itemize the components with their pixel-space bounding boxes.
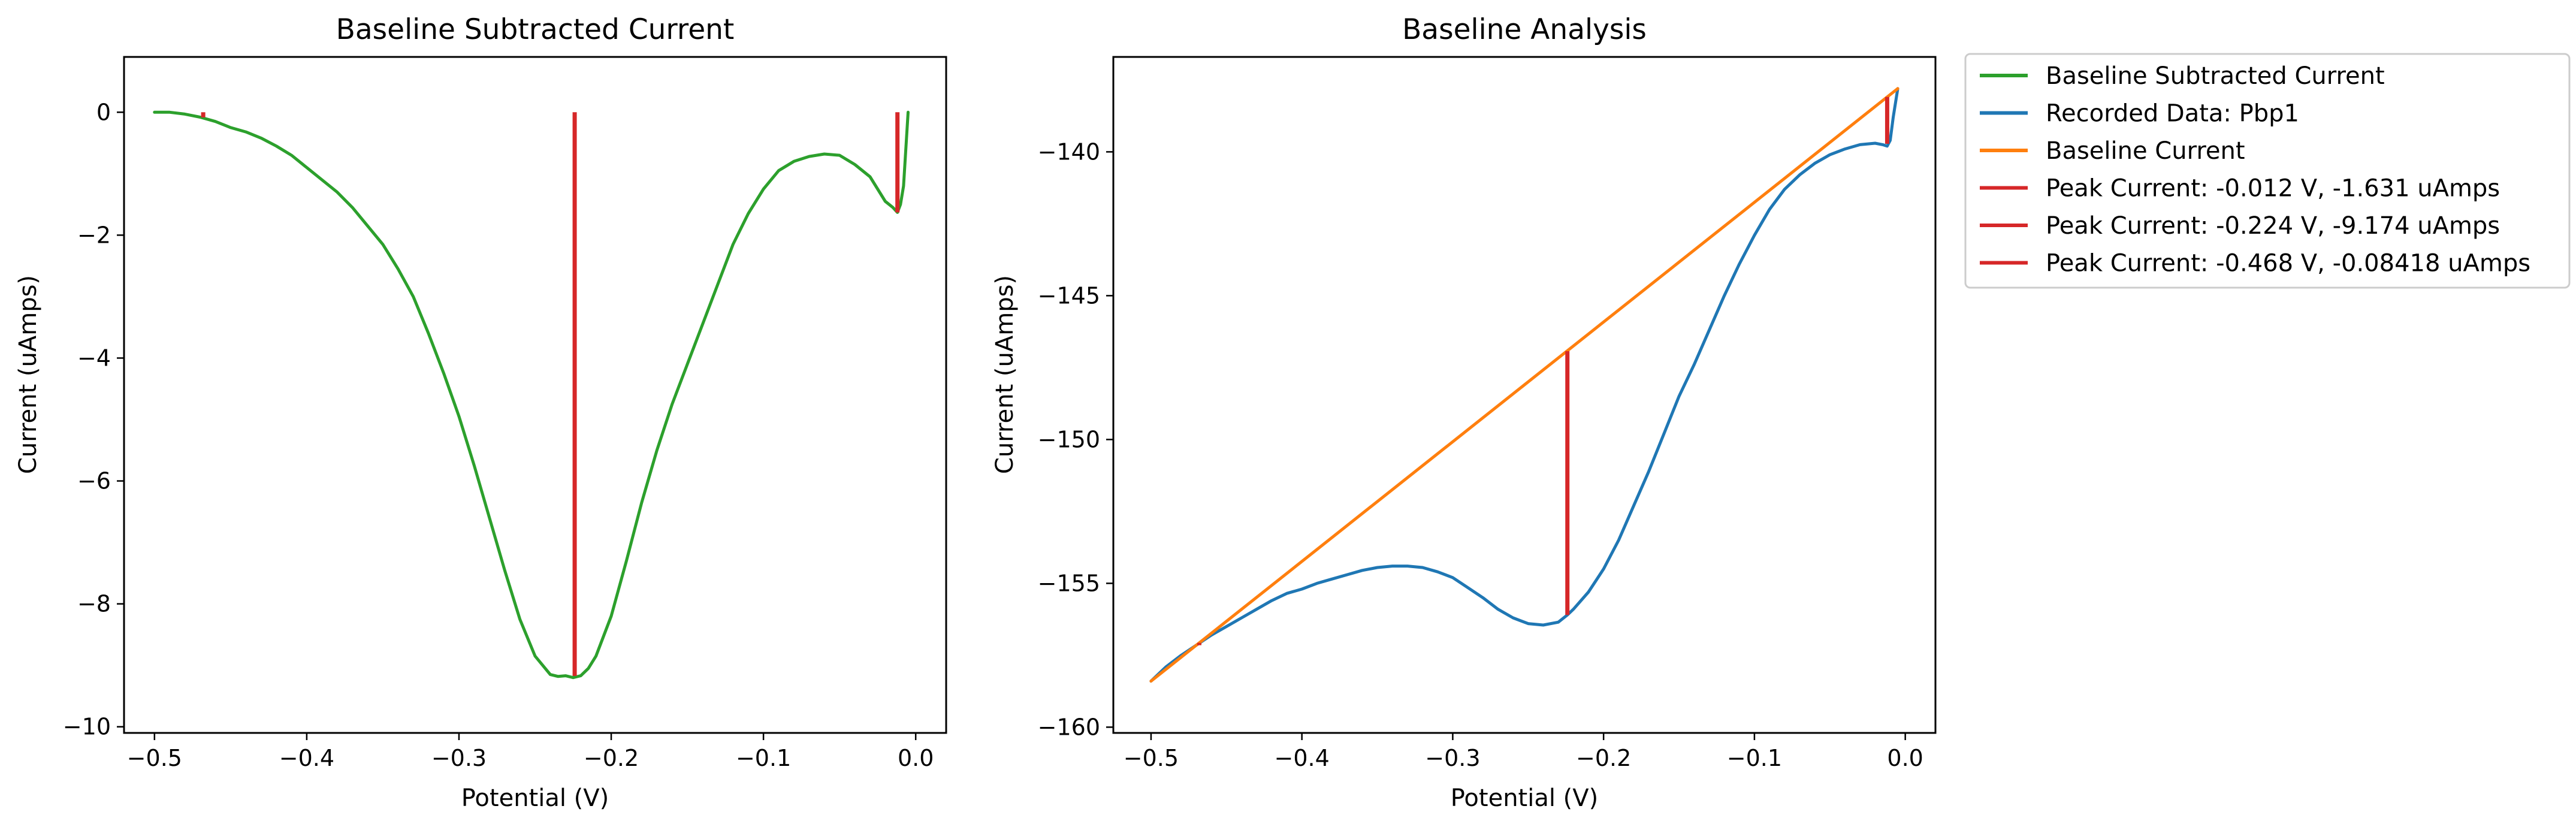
x-tick-label: −0.4 [279,745,334,771]
legend: Baseline Subtracted Current Recorded Data… [1964,53,2571,289]
x-tick-label: −0.1 [736,745,791,771]
y-tick-label: −145 [1038,282,1100,309]
x-tick-label: −0.5 [127,745,182,771]
legend-label: Peak Current: -0.468 V, -0.08418 uAmps [2046,250,2530,277]
y-tick-label: −10 [63,714,111,740]
x-tick-label: 0.0 [898,745,934,771]
x-tick-label: −0.2 [1576,745,1631,771]
y-tick-label: −140 [1038,138,1100,165]
x-tick-label: −0.2 [584,745,639,771]
series-line-baseline-current [1149,87,1899,683]
legend-label: Baseline Subtracted Current [2046,62,2385,90]
y-tick-label: −160 [1038,714,1100,740]
x-axis-label: Potential (V) [461,784,609,812]
legend-label: Peak Current: -0.012 V, -1.631 uAmps [2046,175,2500,203]
legend-label: Peak Current: -0.224 V, -9.174 uAmps [2046,212,2500,240]
plot-area-frame [123,56,947,734]
y-tick-label: −155 [1038,570,1100,596]
x-tick-label: −0.4 [1275,745,1330,771]
y-tick-label: −8 [77,591,111,617]
legend-label: Recorded Data: Pbp1 [2046,100,2299,128]
y-axis-label: Current (uAmps) [991,275,1019,474]
legend-frame [1964,53,2571,289]
x-tick-label: −0.3 [431,745,487,771]
chart-title: Baseline Subtracted Current [336,13,735,46]
y-axis-label: Current (uAmps) [14,275,42,474]
y-tick-label: −150 [1038,426,1100,452]
x-tick-label: −0.3 [1425,745,1480,771]
x-tick-label: 0.0 [1887,745,1923,771]
chart-baseline-subtracted-current: Baseline Subtracted Current Potential (V… [14,13,947,812]
y-tick-label: −2 [77,222,111,248]
chart-title: Baseline Analysis [1402,13,1647,46]
y-tick-label: −4 [77,345,111,371]
legend-label: Baseline Current [2046,137,2245,165]
x-tick-label: −0.5 [1124,745,1179,771]
y-tick-label: −6 [77,468,111,494]
x-tick-label: −0.1 [1727,745,1782,771]
series-line-baseline-subtracted-current [153,110,910,680]
series-line-recorded-data-pbp1 [1149,87,1899,683]
chart-baseline-analysis: Baseline Analysis Potential (V) Current … [991,13,1937,812]
x-axis-label: Potential (V) [1451,784,1599,812]
y-tick-label: 0 [96,99,111,125]
plot-area-frame [1112,56,1937,734]
